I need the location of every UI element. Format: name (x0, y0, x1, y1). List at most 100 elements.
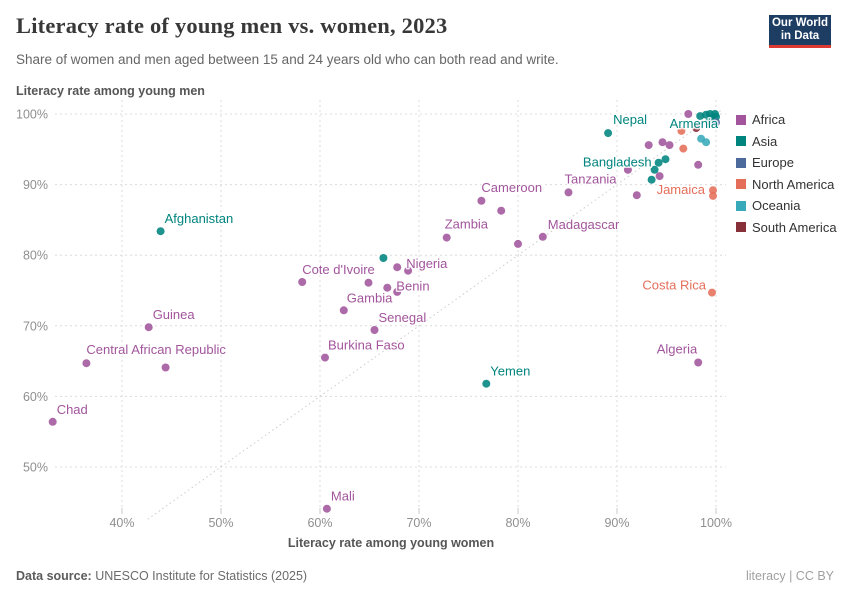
data-point-cote-d-ivoire[interactable] (298, 278, 307, 286)
x-tick-label: 40% (109, 516, 134, 530)
data-point-tanzania[interactable] (564, 188, 573, 197)
legend-item-europe[interactable]: Europe (736, 155, 837, 170)
data-point-madagascar[interactable] (538, 232, 547, 241)
legend-item-africa[interactable]: Africa (736, 112, 837, 127)
data-point[interactable] (404, 266, 413, 275)
data-point-zambia[interactable] (442, 233, 451, 242)
page-subtitle: Share of women and men aged between 15 a… (16, 52, 559, 67)
data-point[interactable] (658, 138, 667, 147)
data-point-burkina-faso[interactable] (321, 353, 329, 362)
data-point-gambia[interactable] (339, 306, 348, 315)
data-point-central-african-republic[interactable] (82, 359, 91, 368)
x-tick-label: 100% (700, 516, 732, 530)
y-tick-label: 70% (23, 319, 48, 333)
data-point-nepal[interactable] (604, 129, 613, 138)
data-source-text: UNESCO Institute for Statistics (2025) (95, 569, 308, 583)
legend-item-asia[interactable]: Asia (736, 134, 837, 149)
point-label-algeria: Algeria (657, 342, 698, 357)
point-label-yemen: Yemen (490, 364, 530, 379)
point-label-burkina-faso: Burkina Faso (328, 338, 405, 353)
owid-logo-line2: in Data (780, 30, 820, 42)
data-point[interactable] (655, 172, 664, 181)
data-point-benin[interactable] (383, 283, 392, 292)
legend-item-label: South America (752, 219, 837, 235)
legend-swatch (736, 114, 746, 125)
data-point[interactable] (712, 118, 720, 127)
legend-item-north-america[interactable]: North America (736, 177, 837, 192)
data-point[interactable] (709, 191, 717, 200)
data-point[interactable] (514, 239, 522, 248)
x-axis-title: Literacy rate among young women (287, 536, 495, 550)
license[interactable]: literacy | CC BY (746, 569, 834, 583)
point-label-guinea: Guinea (153, 307, 196, 322)
data-point-nigeria[interactable] (393, 263, 402, 272)
point-label-gambia: Gambia (347, 290, 393, 305)
data-point[interactable] (632, 191, 641, 200)
y-tick-label: 60% (23, 390, 48, 404)
point-label-nigeria: Nigeria (406, 256, 448, 271)
data-point-yemen[interactable] (482, 379, 491, 388)
owid-logo-line1: Our World (771, 17, 828, 29)
data-point[interactable] (161, 363, 170, 372)
data-point[interactable] (661, 155, 670, 164)
data-point[interactable] (647, 175, 656, 184)
data-point[interactable] (684, 110, 693, 118)
data-point[interactable] (364, 278, 373, 287)
legend-item-label: Africa (752, 112, 786, 127)
y-tick-label: 90% (23, 178, 48, 192)
data-point-mali[interactable] (322, 504, 331, 513)
data-point[interactable] (644, 141, 653, 150)
y-axis-title: Literacy rate among young men (16, 84, 205, 98)
point-label-tanzania: Tanzania (565, 171, 618, 186)
legend-item-oceania[interactable]: Oceania (736, 198, 837, 213)
data-point[interactable] (712, 112, 720, 121)
x-tick-label: 90% (604, 516, 629, 530)
data-point[interactable] (705, 117, 714, 126)
data-point[interactable] (623, 165, 632, 174)
data-point-costa-rica[interactable] (708, 288, 716, 297)
data-point-algeria[interactable] (694, 358, 703, 367)
data-point-cameroon[interactable] (477, 196, 486, 205)
y-tick-label: 50% (23, 461, 48, 475)
point-label-zambia: Zambia (445, 217, 489, 232)
legend-swatch (736, 222, 746, 232)
data-point-jamaica[interactable] (709, 186, 717, 195)
legend-swatch (736, 136, 746, 146)
data-point[interactable] (650, 165, 659, 174)
data-point[interactable] (702, 138, 711, 147)
point-label-cote-d-ivoire: Cote d'Ivoire (302, 262, 375, 277)
page-title: Literacy rate of young men vs. women, 20… (16, 13, 448, 38)
point-label-jamaica: Jamaica (657, 182, 706, 197)
point-label-afghanistan: Afghanistan (165, 211, 234, 226)
legend: Africa Asia Europe North America Oceania Sout… (736, 112, 837, 241)
parity-line (147, 109, 723, 520)
y-tick-label: 100% (16, 108, 48, 122)
data-point[interactable] (497, 206, 506, 215)
legend-swatch (736, 157, 746, 168)
point-label-bangladesh: Bangladesh (583, 155, 652, 170)
data-point-afghanistan[interactable] (156, 227, 165, 236)
data-point[interactable] (677, 126, 686, 135)
data-point-senegal[interactable] (370, 326, 379, 334)
owid-logo[interactable]: Our World in Data (769, 15, 831, 48)
data-point[interactable] (692, 124, 701, 133)
data-point[interactable] (393, 287, 402, 296)
legend-item-label: Europe (752, 155, 794, 170)
data-point[interactable] (694, 160, 703, 169)
data-point-guinea[interactable] (144, 323, 153, 332)
legend-item-label: North America (752, 176, 835, 192)
legend-swatch (736, 179, 746, 189)
point-label-costa-rica: Costa Rica (642, 278, 706, 293)
point-label-central-african-republic: Central African Republic (86, 342, 226, 357)
x-tick-label: 80% (505, 516, 530, 530)
data-point[interactable] (379, 254, 388, 262)
data-point[interactable] (679, 144, 688, 153)
data-point-bangladesh[interactable] (654, 158, 663, 167)
point-label-mali: Mali (331, 489, 355, 504)
point-label-madagascar: Madagascar (548, 217, 620, 232)
data-point-chad[interactable] (48, 417, 57, 426)
x-tick-label: 60% (307, 516, 332, 530)
data-point[interactable] (665, 141, 674, 150)
legend-item-south-america[interactable]: South America (736, 220, 837, 235)
